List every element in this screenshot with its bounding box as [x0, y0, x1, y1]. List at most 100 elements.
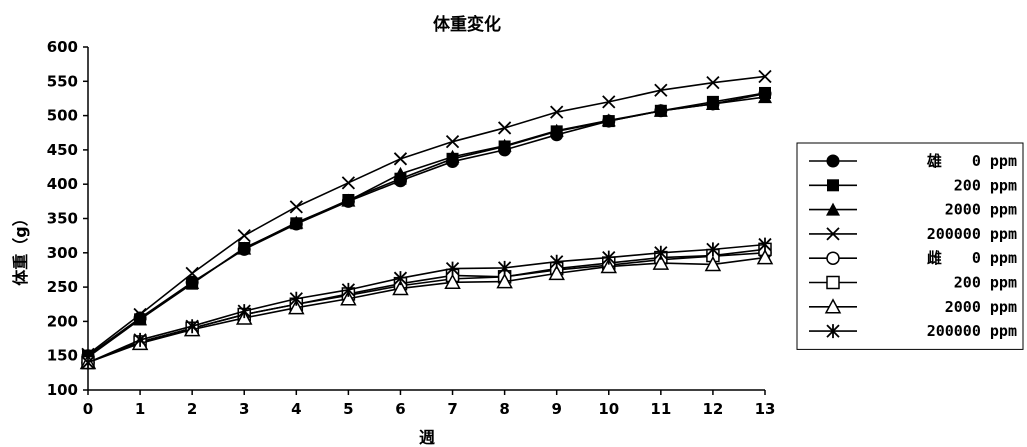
marker-asterisk: [758, 237, 772, 252]
legend: 雄 0 ppm 200 ppm 2000 ppm 200000 ppm 雌 0 ppm 2…: [796, 142, 1024, 350]
marker-square-open: [826, 275, 840, 290]
marker-x: [133, 307, 147, 322]
marker-asterisk: [445, 261, 460, 276]
marker-x: [654, 83, 668, 97]
legend-label: 雌 0 ppm: [927, 249, 1017, 267]
legend-item: 雌 0 ppm: [809, 249, 1017, 267]
legend-item: 200000 ppm: [809, 225, 1017, 243]
marker-asterisk: [81, 355, 95, 370]
legend-label: 2000 ppm: [945, 298, 1017, 316]
x-tick-label: 13: [755, 400, 776, 418]
legend-item: 200 ppm: [809, 176, 1017, 194]
series-line: [87, 248, 766, 364]
x-tick-label: 3: [239, 400, 249, 418]
marker-triangle-open: [548, 264, 565, 281]
x-tick-label: 1: [135, 400, 145, 418]
marker-x: [185, 266, 199, 281]
marker-asterisk: [602, 250, 616, 265]
legend-label: 200000 ppm: [927, 322, 1017, 340]
series-line: [87, 75, 766, 355]
marker-x: [550, 105, 564, 119]
legend-label: 雄 0 ppm: [926, 152, 1017, 170]
marker-triangle-filled: [497, 138, 512, 152]
marker-x: [237, 229, 251, 243]
marker-square-filled: [827, 179, 839, 192]
marker-x: [393, 152, 408, 166]
y-tick-label: 100: [47, 381, 78, 399]
marker-x: [602, 95, 616, 109]
marker-triangle-filled: [393, 166, 408, 180]
marker-triangle-filled: [341, 193, 356, 207]
x-tick-label: 0: [83, 400, 93, 418]
x-tick-label: 9: [551, 400, 561, 418]
legend-item: 200000 ppm: [809, 322, 1017, 340]
y-tick-label: 200: [47, 312, 78, 330]
y-tick-label: 550: [47, 72, 78, 90]
series: [81, 87, 772, 363]
series: [82, 86, 771, 362]
y-axis-label: 体重（g）: [11, 210, 30, 285]
legend-item: 雄 0 ppm: [809, 152, 1017, 170]
marker-x: [497, 121, 512, 135]
x-axis-label: 週: [419, 428, 435, 447]
series: [81, 90, 772, 364]
series: [81, 242, 772, 370]
series: [79, 249, 774, 370]
y-tick-label: 400: [47, 175, 78, 193]
x-tick-label: 5: [343, 400, 353, 418]
marker-x: [341, 176, 356, 190]
marker-asterisk: [393, 271, 408, 286]
marker-triangle-open: [704, 255, 722, 272]
marker-triangle-filled: [133, 312, 148, 326]
marker-circle-filled: [826, 154, 840, 168]
x-tick-label: 6: [395, 400, 405, 418]
series: [81, 237, 772, 370]
legend-box: [796, 142, 1024, 350]
legend-item: 2000 ppm: [809, 201, 1017, 219]
series-line: [87, 92, 766, 357]
x-tick-label: 12: [702, 400, 723, 418]
marker-x: [289, 200, 303, 214]
marker-x: [445, 135, 460, 149]
series-line: [87, 92, 766, 357]
x-tick-label: 10: [598, 400, 619, 418]
x-tick-label: 7: [447, 400, 457, 418]
marker-triangle-open: [756, 249, 774, 265]
y-tick-label: 450: [47, 141, 78, 159]
marker-triangle-filled: [653, 103, 668, 117]
y-tick-label: 150: [47, 347, 78, 365]
marker-asterisk: [550, 254, 564, 269]
x-tick-label: 2: [187, 400, 197, 418]
marker-asterisk: [237, 304, 251, 319]
marker-triangle-filled: [185, 275, 200, 289]
legend-label: 200 ppm: [954, 176, 1017, 194]
legend-label: 2000 ppm: [945, 201, 1017, 219]
x-tick-label: 11: [650, 400, 671, 418]
marker-x: [706, 76, 720, 90]
legend-item: 2000 ppm: [809, 298, 1017, 316]
plot-area: [79, 69, 774, 370]
marker-asterisk: [654, 245, 668, 260]
y-tick-label: 500: [47, 107, 78, 125]
marker-asterisk: [185, 319, 199, 334]
y-tick-label: 350: [47, 210, 78, 228]
marker-triangle-filled: [445, 149, 460, 163]
marker-asterisk: [826, 324, 840, 339]
marker-triangle-open: [600, 257, 618, 274]
series-line: [87, 96, 766, 358]
marker-triangle-filled: [237, 241, 252, 255]
x-tick-label: 8: [499, 400, 509, 418]
marker-triangle-open: [496, 273, 513, 289]
marker-triangle-open: [652, 254, 670, 270]
marker-triangle-filled: [826, 202, 840, 216]
marker-asterisk: [706, 242, 720, 257]
marker-triangle-filled: [549, 123, 564, 137]
marker-asterisk: [133, 332, 147, 347]
marker-triangle-filled: [705, 96, 720, 110]
legend-label: 200000 ppm: [927, 225, 1017, 243]
marker-asterisk: [341, 282, 356, 297]
marker-asterisk: [497, 260, 512, 275]
marker-x: [758, 69, 772, 84]
